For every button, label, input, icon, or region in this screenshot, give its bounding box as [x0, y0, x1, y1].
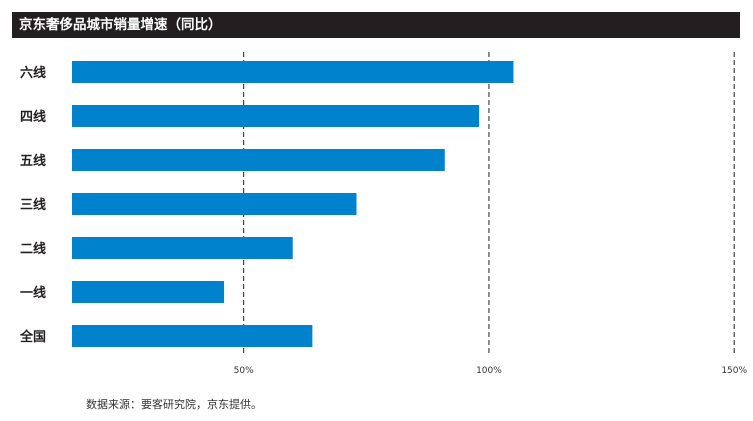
bar-三线	[72, 193, 357, 215]
bar-五线	[72, 149, 445, 171]
x-tick-label: 100%	[476, 366, 502, 376]
source-note: 数据来源：要客研究院，京东提供。	[86, 398, 262, 411]
category-label: 三线	[20, 197, 46, 213]
category-label: 四线	[20, 109, 46, 125]
x-tick-label: 150%	[721, 366, 747, 376]
category-label: 五线	[20, 153, 46, 169]
bar-二线	[72, 237, 293, 259]
category-label: 二线	[20, 241, 46, 257]
chart-title: 京东奢侈品城市销量增速（同比）	[19, 17, 222, 33]
bar-全国	[72, 325, 313, 347]
category-label: 全国	[19, 329, 46, 345]
x-tick-label: 50%	[234, 366, 254, 376]
category-label: 一线	[20, 285, 46, 301]
bar-一线	[72, 281, 225, 303]
category-label: 六线	[20, 65, 46, 81]
x-tick-labels: 50% 100% 150%	[234, 366, 748, 376]
bar-四线	[72, 105, 480, 127]
bars	[72, 61, 514, 347]
bar-六线	[72, 61, 514, 83]
chart-title-bar: 京东奢侈品城市销量增速（同比）	[12, 12, 740, 38]
